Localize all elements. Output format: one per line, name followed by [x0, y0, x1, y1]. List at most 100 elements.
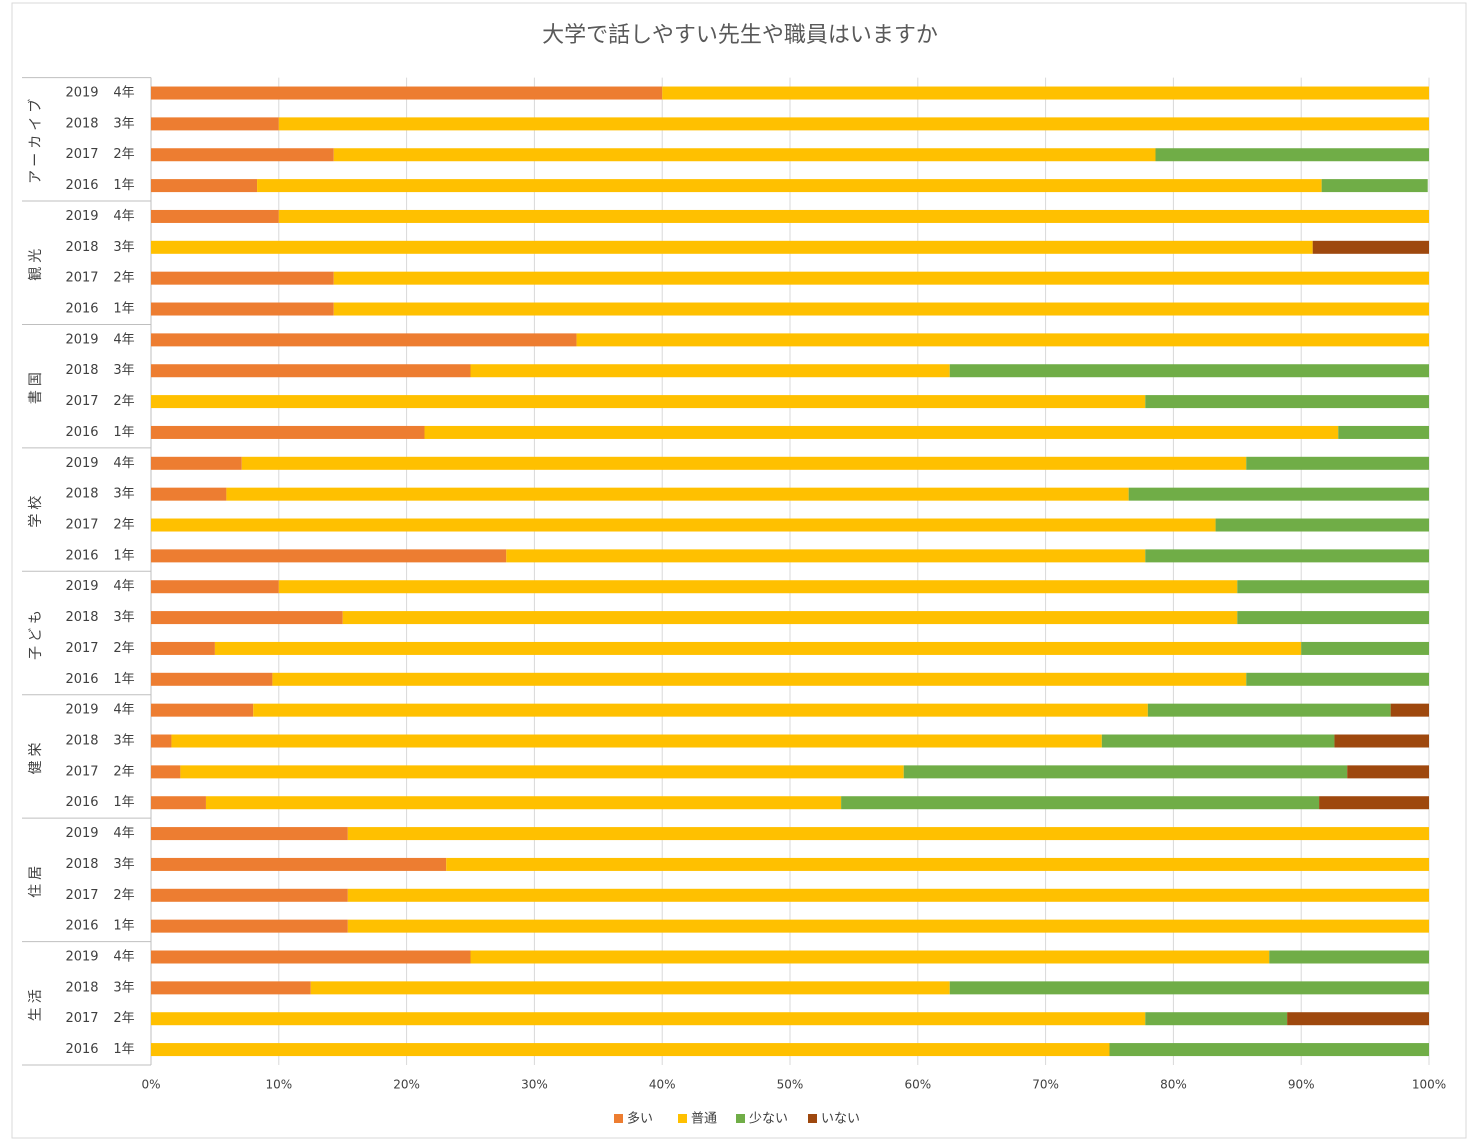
- bar-segment: [272, 672, 1247, 686]
- bar-segment: [151, 364, 471, 378]
- bar-segment: [333, 271, 1429, 285]
- bar-segment: [1145, 549, 1429, 563]
- y-tick-label: 2018: [65, 116, 98, 131]
- y-tick-label: 2016: [65, 548, 98, 563]
- x-tick-label: 10%: [265, 1078, 292, 1092]
- bar-segment: [151, 86, 663, 100]
- y-tick-label: 2016: [65, 425, 98, 440]
- y-tick-label: 2016: [65, 795, 98, 810]
- bar-segment: [1145, 395, 1429, 409]
- group-label: 生活: [28, 985, 44, 1021]
- bar-segment: [151, 456, 242, 470]
- y-tick-label: 2016: [65, 919, 98, 934]
- y-tick-label: 2018: [65, 363, 98, 378]
- bar-segment: [576, 333, 1429, 347]
- y-tick-sublabel: 4年: [113, 703, 134, 718]
- y-tick-sublabel: 4年: [113, 950, 134, 965]
- bar-segment: [1246, 672, 1429, 686]
- y-tick-sublabel: 2年: [113, 641, 134, 656]
- y-tick-label: 2019: [65, 332, 98, 347]
- bar-segment: [226, 487, 1129, 501]
- y-tick-sublabel: 1年: [113, 672, 134, 687]
- bar-segment: [151, 796, 206, 810]
- x-tick-label: 0%: [141, 1078, 160, 1092]
- bar-segment: [151, 518, 1216, 532]
- x-tick-label: 50%: [777, 1078, 804, 1092]
- bar-segment: [506, 549, 1146, 563]
- y-tick-sublabel: 2年: [113, 1011, 134, 1026]
- y-tick-sublabel: 4年: [113, 209, 134, 224]
- y-tick-sublabel: 4年: [113, 579, 134, 594]
- bar-segment: [151, 117, 279, 131]
- bar-segment: [342, 611, 1238, 625]
- y-tick-sublabel: 3年: [113, 980, 134, 995]
- bar-segment: [903, 765, 1348, 779]
- legend-swatch: [808, 1114, 817, 1123]
- bar-segment: [333, 148, 1156, 162]
- y-tick-sublabel: 1年: [113, 178, 134, 193]
- y-tick-sublabel: 1年: [113, 1042, 134, 1057]
- bar-segment: [151, 1012, 1146, 1026]
- bar-segment: [180, 765, 904, 779]
- y-tick-sublabel: 4年: [113, 332, 134, 347]
- bar-segment: [1246, 456, 1429, 470]
- bar-segment: [151, 857, 447, 871]
- bar-segment: [1155, 148, 1429, 162]
- legend-swatch: [614, 1114, 623, 1123]
- bar-segment: [278, 209, 1429, 223]
- bar-segment: [151, 580, 279, 594]
- group-label: 書国: [28, 368, 44, 404]
- bar-segment: [446, 857, 1429, 871]
- y-tick-sublabel: 1年: [113, 548, 134, 563]
- y-tick-label: 2019: [65, 950, 98, 965]
- group-label: 観光: [27, 245, 44, 281]
- x-tick-label: 100%: [1412, 1078, 1446, 1092]
- group-label: 住居: [28, 862, 44, 898]
- y-tick-sublabel: 4年: [113, 456, 134, 471]
- y-tick-label: 2017: [65, 641, 98, 656]
- y-tick-label: 2017: [65, 518, 98, 533]
- y-tick-label: 2019: [65, 456, 98, 471]
- x-tick-label: 80%: [1160, 1078, 1187, 1092]
- bar-segment: [310, 981, 950, 995]
- bar-segment: [1215, 518, 1429, 532]
- bar-segment: [151, 395, 1146, 409]
- bar-segment: [241, 456, 1247, 470]
- group-label: 健栄: [28, 738, 44, 774]
- bar-segment: [1312, 240, 1429, 254]
- bar-segment: [470, 950, 1270, 964]
- y-tick-sublabel: 1年: [113, 302, 134, 317]
- bar-segment: [1147, 703, 1391, 717]
- y-tick-sublabel: 3年: [113, 363, 134, 378]
- y-tick-sublabel: 1年: [113, 795, 134, 810]
- bar-segment: [151, 240, 1313, 254]
- bar-segment: [151, 888, 348, 902]
- bar-segment: [1237, 580, 1429, 594]
- y-tick-label: 2018: [65, 240, 98, 255]
- bar-segment: [151, 734, 172, 748]
- bar-segment: [151, 703, 254, 717]
- bar-segment: [1347, 765, 1429, 779]
- bar-segment: [253, 703, 1148, 717]
- bar-segment: [949, 364, 1429, 378]
- y-tick-sublabel: 1年: [113, 919, 134, 934]
- bar-segment: [151, 827, 348, 841]
- legend-label: 少ない: [749, 1112, 788, 1127]
- x-tick-label: 60%: [904, 1078, 931, 1092]
- y-tick-sublabel: 2年: [113, 394, 134, 409]
- bar-segment: [151, 302, 334, 316]
- bar-segment: [662, 86, 1429, 100]
- y-tick-sublabel: 3年: [113, 610, 134, 625]
- bar-segment: [151, 209, 279, 223]
- bar-segment: [151, 1043, 1110, 1057]
- y-tick-label: 2018: [65, 734, 98, 749]
- bar-segment: [1109, 1043, 1429, 1057]
- y-tick-label: 2017: [65, 271, 98, 286]
- legend-swatch: [736, 1114, 745, 1123]
- legend-label: いない: [821, 1112, 860, 1127]
- y-tick-sublabel: 4年: [113, 86, 134, 101]
- bar-segment: [171, 734, 1102, 748]
- bar-segment: [347, 888, 1429, 902]
- bar-segment: [151, 611, 343, 625]
- legend-label: 多い: [627, 1111, 653, 1127]
